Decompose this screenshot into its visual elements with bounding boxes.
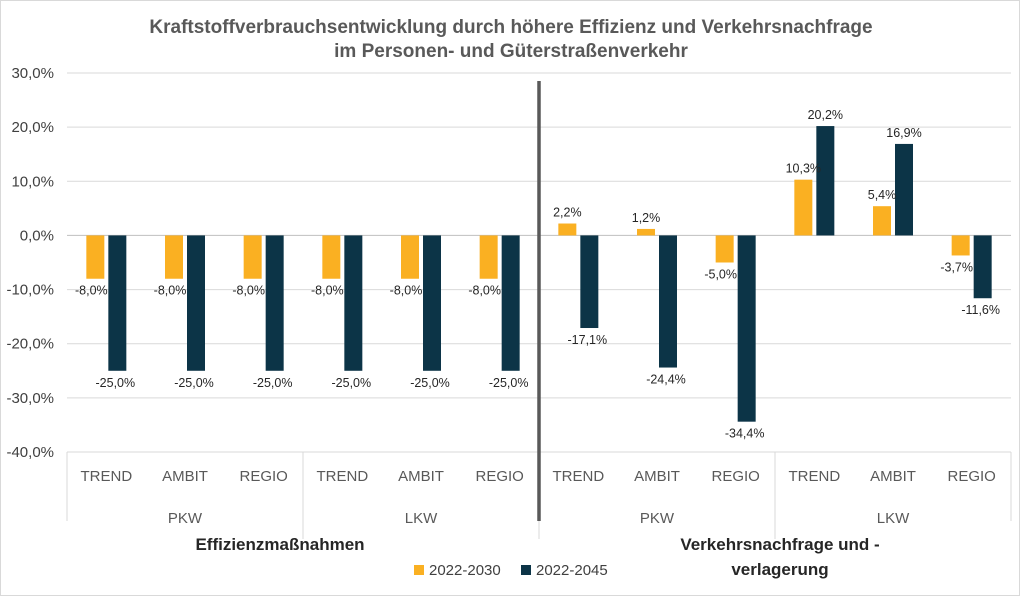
section-label: Verkehrsnachfrage und - (680, 535, 879, 554)
group-label: PKW (168, 510, 203, 527)
legend-swatch (414, 565, 424, 575)
legend-label: 2022-2045 (536, 562, 608, 579)
data-label: -17,1% (568, 333, 608, 347)
data-label: 1,2% (632, 211, 661, 225)
section-label: Effizienzmaßnahmen (195, 535, 364, 554)
data-label: -25,0% (96, 376, 136, 390)
category-label: REGIO (947, 468, 995, 485)
y-tick-label: 30,0% (11, 65, 54, 82)
bar-2022-2030-9 (794, 179, 813, 236)
bar-2022-2030-5 (479, 235, 498, 279)
category-label: AMBIT (634, 468, 680, 485)
bar-2022-2030-3 (322, 235, 341, 279)
data-label: -11,6% (961, 303, 1000, 317)
data-label: 2,2% (553, 206, 582, 220)
bar-2022-2045-7 (659, 235, 677, 368)
bar-2022-2030-11 (951, 235, 970, 256)
category-label: REGIO (475, 468, 523, 485)
bar-2022-2030-8 (715, 235, 734, 263)
category-label: AMBIT (870, 468, 916, 485)
group-label: LKW (405, 510, 438, 527)
data-label: -24,4% (646, 373, 686, 387)
bar-2022-2030-6 (558, 223, 577, 236)
data-label: -8,0% (468, 284, 501, 298)
y-tick-label: -40,0% (6, 444, 54, 461)
data-label: -8,0% (232, 284, 265, 298)
bar-2022-2045-0 (108, 235, 127, 371)
data-labels: -8,0% -8,0% -8,0% -8,0% -8,0% -8,0% 2,2% 1,2% -5… (75, 108, 1000, 441)
y-tick-label: 0,0% (20, 227, 54, 244)
category-label: REGIO (711, 468, 759, 485)
category-label: TREND (80, 468, 132, 485)
data-label: -25,0% (253, 376, 293, 390)
section-labels: Effizienzmaßnahmen Verkehrsnachfrage und … (195, 535, 879, 579)
data-label: -3,7% (940, 260, 973, 274)
bar-2022-2045-3 (344, 235, 363, 371)
group-label: LKW (877, 510, 910, 527)
y-tick-label: -30,0% (6, 390, 54, 407)
category-label: AMBIT (162, 468, 208, 485)
bar-2022-2030-1 (165, 235, 183, 279)
data-label: -5,0% (704, 268, 737, 282)
data-label: -8,0% (390, 284, 423, 298)
category-label: TREND (788, 468, 840, 485)
y-tick-label: -10,0% (6, 282, 54, 299)
data-label: -25,0% (489, 376, 529, 390)
category-label: TREND (552, 468, 604, 485)
bar-2022-2030-10 (873, 206, 891, 236)
section-label: verlagerung (731, 560, 828, 579)
data-label: -8,0% (311, 284, 344, 298)
y-tick-label: 20,0% (11, 119, 54, 136)
bar-2022-2030-7 (637, 228, 655, 236)
chart-title-line: Kraftstoffverbrauchsentwicklung durch hö… (149, 17, 872, 38)
category-axis: TREND AMBIT REGIO TREND AMBIT REGIO TREND AMBIT… (66, 81, 1012, 539)
bar-2022-2045-8 (737, 235, 756, 422)
legend: 2022-2030 2022-2045 (414, 562, 608, 579)
data-label: 16,9% (886, 126, 921, 140)
category-label: TREND (316, 468, 368, 485)
chart-title-line: im Personen- und Güterstraßenverkehr (334, 41, 688, 62)
category-label: AMBIT (398, 468, 444, 485)
data-label: 20,2% (808, 108, 843, 122)
data-label: -25,0% (332, 376, 372, 390)
bar-2022-2030-0 (86, 235, 105, 279)
bars (86, 126, 992, 422)
data-label: 5,4% (868, 188, 897, 202)
data-label: -25,0% (174, 376, 214, 390)
category-label: REGIO (239, 468, 287, 485)
group-label: PKW (640, 510, 675, 527)
bar-2022-2045-2 (265, 235, 284, 371)
y-tick-label: 10,0% (11, 173, 54, 190)
data-label: -34,4% (725, 427, 765, 441)
data-label: -8,0% (154, 284, 187, 298)
data-label: 10,3% (786, 162, 821, 176)
y-axis-labels: 30,0% 20,0% 10,0% 0,0% -10,0% -20,0% -30,0% -40… (6, 65, 54, 461)
chart-title: Kraftstoffverbrauchsentwicklung durch hö… (149, 17, 872, 62)
bar-2022-2045-1 (187, 235, 205, 371)
data-label: -8,0% (75, 284, 108, 298)
y-tick-label: -20,0% (6, 336, 54, 353)
bar-2022-2045-6 (580, 235, 599, 329)
bar-2022-2030-2 (243, 235, 262, 279)
bar-2022-2045-11 (973, 235, 992, 299)
legend-label: 2022-2030 (429, 562, 501, 579)
legend-swatch (521, 565, 531, 575)
data-label: -25,0% (410, 376, 450, 390)
bar-2022-2045-5 (501, 235, 520, 371)
bar-2022-2045-10 (895, 143, 913, 236)
bar-2022-2045-4 (423, 235, 441, 371)
bar-2022-2045-9 (816, 126, 835, 236)
bar-2022-2030-4 (401, 235, 419, 279)
